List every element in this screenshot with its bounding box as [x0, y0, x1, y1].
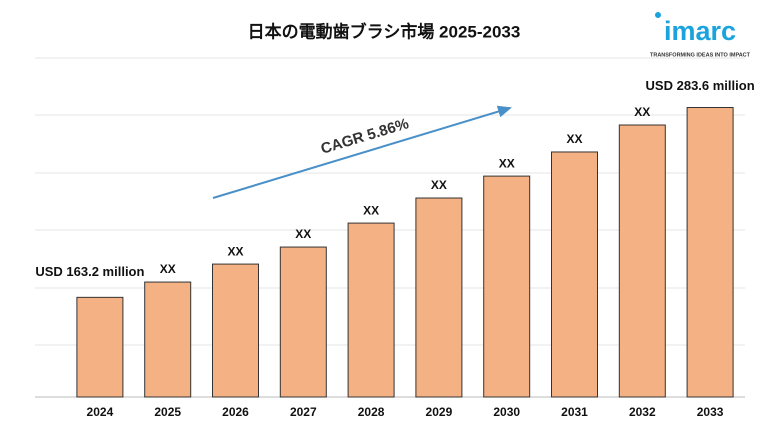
value-label: XX — [160, 262, 176, 276]
cagr-arrow: CAGR 5.86% — [212, 105, 512, 199]
value-label: XX — [431, 178, 447, 192]
bar — [212, 263, 259, 398]
x-tick-label: 2029 — [426, 405, 453, 419]
x-tick-label: 2032 — [629, 405, 656, 419]
value-label: XX — [295, 227, 311, 241]
logo-tagline: TRANSFORMING IDEAS INTO IMPACT — [650, 52, 751, 58]
x-tick-label: 2033 — [697, 405, 724, 419]
bar — [686, 107, 734, 398]
bar — [76, 296, 124, 398]
value-label: XX — [634, 105, 650, 119]
x-tick-label: 2026 — [222, 405, 249, 419]
x-tick-label: 2025 — [154, 405, 181, 419]
value-label: USD 163.2 million — [35, 264, 144, 279]
logo: imarc TRANSFORMING IDEAS INTO IMPACT — [650, 12, 751, 58]
bar — [279, 246, 327, 398]
value-label: XX — [566, 132, 582, 146]
value-label: XX — [363, 203, 379, 217]
chart-title: 日本の電動歯ブラシ市場 2025-2033 — [248, 21, 521, 41]
x-tick-label: 2024 — [87, 405, 114, 419]
bar — [483, 175, 531, 398]
logo-name: imarc — [664, 16, 736, 46]
x-tick-label: 2028 — [358, 405, 385, 419]
bar — [551, 151, 598, 398]
bar — [347, 222, 395, 398]
value-label: XX — [499, 156, 515, 170]
bar — [618, 124, 666, 398]
x-tick-label: 2031 — [561, 405, 588, 419]
x-tick-label: 2027 — [290, 405, 317, 419]
logo-dot — [655, 12, 661, 18]
bar — [144, 281, 192, 398]
x-tick-label: 2030 — [493, 405, 520, 419]
bar — [415, 197, 463, 398]
value-label: USD 283.6 million — [646, 78, 755, 93]
value-label: XX — [227, 244, 243, 258]
